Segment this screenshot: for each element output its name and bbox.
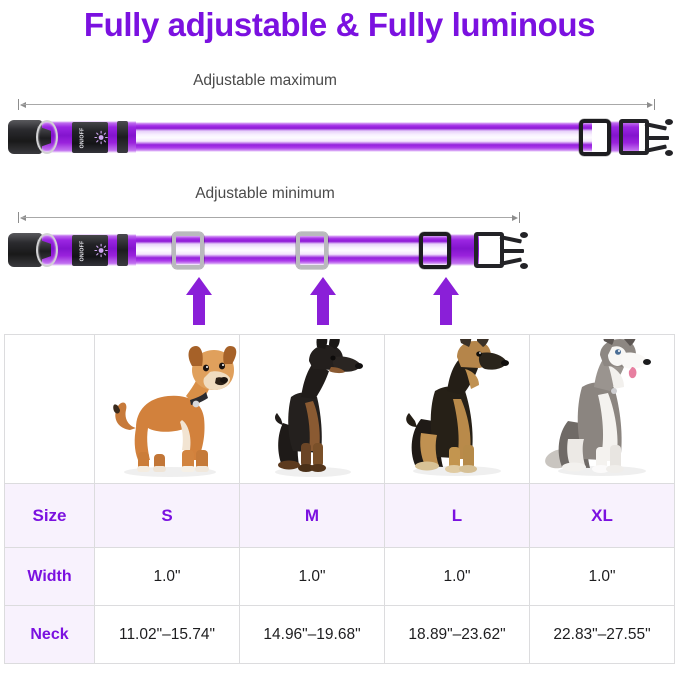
onoff-label: ON/OFF xyxy=(79,127,86,148)
d-ring xyxy=(36,120,58,154)
buckle-prong-tip-top xyxy=(665,119,673,125)
size-value-s: S xyxy=(94,483,240,548)
dog-image-cell-l xyxy=(384,334,530,484)
buckle-prong-top xyxy=(644,122,667,131)
dimension-tick-left xyxy=(18,99,19,110)
led-control-module[interactable]: ON/OFF xyxy=(72,122,108,153)
dimension-label-minimum: Adjustable minimum xyxy=(195,185,335,202)
dimension-arrow-right xyxy=(512,214,518,221)
dog-photo-doberman xyxy=(240,335,384,483)
slider-adjuster-ghost-position-1 xyxy=(172,231,204,269)
dog-photo-german-shepherd xyxy=(385,335,529,483)
collar-shortened: ON/OFF xyxy=(4,227,675,273)
neck-value-l: 18.89"–23.62" xyxy=(384,605,530,664)
page-title: Fully adjustable & Fully luminous xyxy=(83,6,596,43)
table-row-width: Width 1.0" 1.0" 1.0" 1.0" xyxy=(4,547,675,606)
dimension-label-maximum: Adjustable maximum xyxy=(193,72,337,89)
side-release-buckle-male[interactable] xyxy=(474,232,528,269)
dimension-tick-left xyxy=(18,212,19,223)
slider-adjuster[interactable] xyxy=(419,231,451,269)
table-row-neck: Neck 11.02"–15.74" 14.96"–19.68" 18.89"–… xyxy=(4,605,675,664)
slider-adjuster[interactable] xyxy=(579,118,611,156)
buckle-prong-tip-bottom xyxy=(520,263,528,269)
buckle-prong-bottom xyxy=(499,257,522,266)
diagram-adjustable-maximum: Adjustable maximum ON/OFF xyxy=(0,72,679,184)
buckle-prong-top xyxy=(499,235,522,244)
buckle-prong-middle xyxy=(645,135,669,140)
size-value-xl: XL xyxy=(529,483,675,548)
dog-image-cell-m xyxy=(239,334,385,484)
pointer-arrow-up-3 xyxy=(433,277,459,325)
buckle-prong-middle xyxy=(500,248,524,253)
buckle-prong-bottom xyxy=(644,144,667,153)
buckle-prong-tip-bottom xyxy=(665,150,673,156)
webbing-keeper-loop xyxy=(117,234,128,266)
d-ring xyxy=(36,233,58,267)
dimension-arrow-right xyxy=(647,101,653,108)
sun-brightness-icon xyxy=(94,130,108,145)
dimension-tick-right xyxy=(519,212,520,223)
neck-value-xl: 22.83"–27.55" xyxy=(529,605,675,664)
pointer-arrow-up-2 xyxy=(310,277,336,325)
nylon-webbing-right xyxy=(609,121,639,153)
width-value-m: 1.0" xyxy=(239,547,385,606)
sun-brightness-icon xyxy=(94,243,108,258)
collar-full-extended: ON/OFF xyxy=(4,114,675,160)
dog-photo-mixed-breed xyxy=(95,335,239,483)
side-release-buckle-male[interactable] xyxy=(619,119,673,156)
dog-row-corner-cell xyxy=(4,334,95,484)
width-value-l: 1.0" xyxy=(384,547,530,606)
led-light-strip xyxy=(122,235,462,265)
neck-value-s: 11.02"–15.74" xyxy=(94,605,240,664)
row-header-size: Size xyxy=(4,483,95,548)
pointer-arrow-up-1 xyxy=(186,277,212,325)
row-header-width: Width xyxy=(4,547,95,606)
slider-adjuster-ghost-position-2 xyxy=(296,231,328,269)
dog-image-cell-s xyxy=(94,334,240,484)
dimension-line-minimum xyxy=(18,211,520,225)
dog-image-cell-xl xyxy=(529,334,675,484)
dimension-tick-right xyxy=(654,99,655,110)
dimension-rule xyxy=(22,104,651,105)
neck-value-m: 14.96"–19.68" xyxy=(239,605,385,664)
dimension-rule xyxy=(22,217,516,218)
row-header-neck: Neck xyxy=(4,605,95,664)
led-light-strip xyxy=(122,122,592,152)
table-row-size: Size S M L XL xyxy=(4,483,675,548)
dimension-line-maximum xyxy=(18,98,655,112)
size-chart-table: Size S M L XL Width 1.0" 1.0" 1.0" 1.0" … xyxy=(4,334,675,664)
buckle-prong-tip-top xyxy=(520,232,528,238)
diagram-adjustable-minimum: Adjustable minimum ON/OFF xyxy=(0,185,679,333)
size-value-l: L xyxy=(384,483,530,548)
table-row-dog-images xyxy=(4,334,675,484)
size-value-m: M xyxy=(239,483,385,548)
webbing-keeper-loop xyxy=(117,121,128,153)
led-control-module[interactable]: ON/OFF xyxy=(72,235,108,266)
width-value-xl: 1.0" xyxy=(529,547,675,606)
dog-photo-husky xyxy=(530,335,674,483)
width-value-s: 1.0" xyxy=(94,547,240,606)
onoff-label: ON/OFF xyxy=(79,240,86,261)
